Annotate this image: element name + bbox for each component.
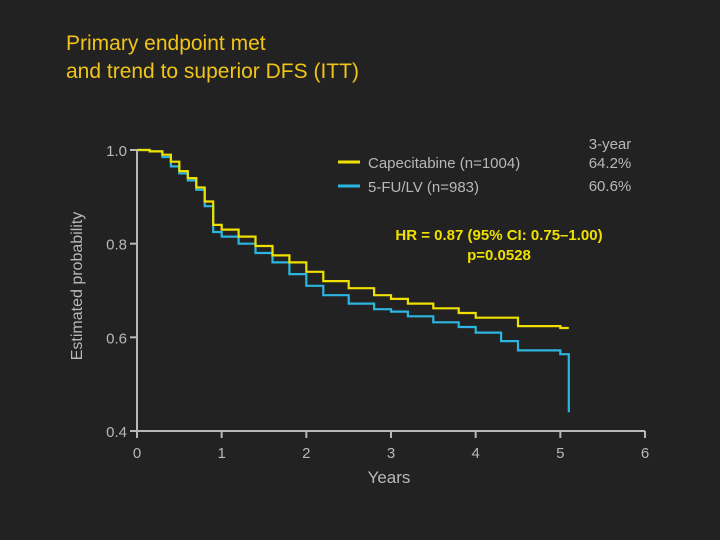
- y-tick-label: 1.0: [106, 143, 127, 160]
- chart-title-line-1: Primary endpoint met: [66, 32, 266, 55]
- x-axis-label: Years: [368, 468, 411, 487]
- series-lines: [137, 148, 570, 413]
- chart-title: Primary endpoint met and trend to superi…: [66, 30, 359, 86]
- three-year-capecitabine: 64.2%: [589, 155, 632, 172]
- y-tick-label: 0.8: [106, 237, 127, 254]
- x-tick-label: 4: [471, 445, 479, 462]
- three-year-header: 3-year: [589, 136, 632, 153]
- hr-annotation: HR = 0.87 (95% CI: 0.75–1.00) p=0.0528: [395, 227, 602, 264]
- x-tick-label: 6: [641, 445, 649, 462]
- y-tick-label: 0.4: [106, 424, 127, 441]
- legend-label-capecitabine: Capecitabine (n=1004): [368, 155, 520, 172]
- x-tick-label: 1: [217, 445, 225, 462]
- y-tick-label: 0.6: [106, 330, 127, 347]
- legend-label-fufolv: 5-FU/LV (n=983): [368, 179, 479, 196]
- x-tick-label: 2: [302, 445, 310, 462]
- series-line-fufolv: [137, 148, 570, 413]
- hr-annotation-line-1: HR = 0.87 (95% CI: 0.75–1.00): [395, 227, 602, 244]
- chart-title-line-2: and trend to superior DFS (ITT): [66, 60, 359, 83]
- three-year-fufolv: 60.6%: [589, 178, 632, 195]
- x-tick-label: 5: [556, 445, 564, 462]
- legend: Capecitabine (n=1004) 5-FU/LV (n=983): [338, 155, 520, 196]
- axes: [130, 149, 646, 438]
- three-year-rates: 3-year 64.2% 60.6%: [589, 136, 632, 195]
- y-axis-label: Estimated probability: [69, 212, 86, 361]
- hr-annotation-line-2: p=0.0528: [467, 247, 531, 264]
- x-tick-label: 3: [387, 445, 395, 462]
- x-tick-label: 0: [133, 445, 141, 462]
- series-line-capecitabine: [137, 148, 569, 330]
- tick-labels: 0 1 2 3 4 5 6 0.4 0.6 0.8 1.0: [106, 143, 649, 462]
